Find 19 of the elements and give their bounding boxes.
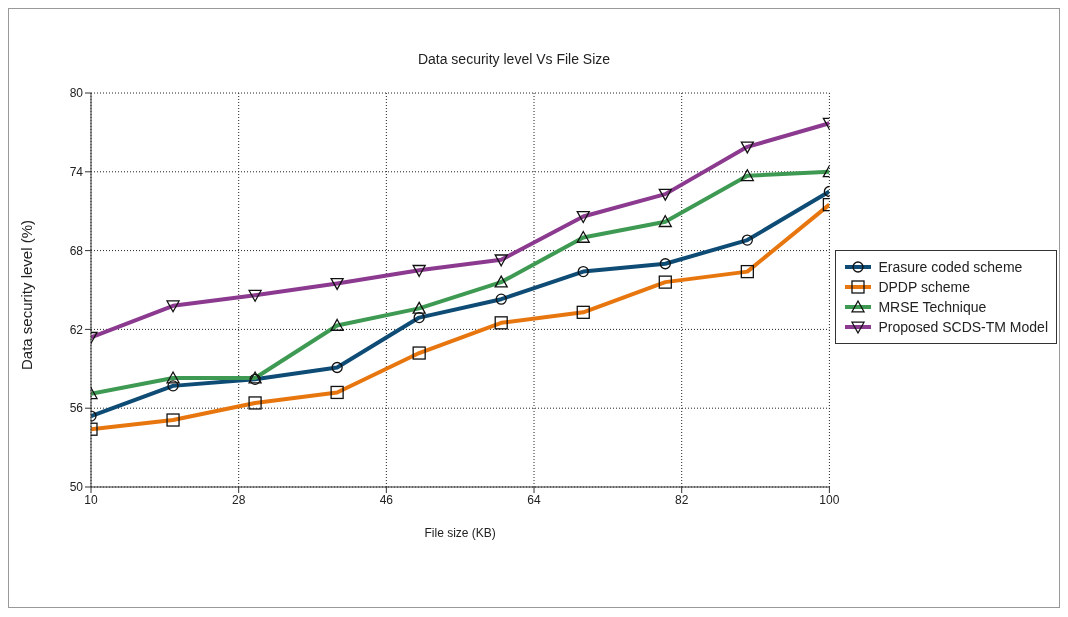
x-tick-label: 28 xyxy=(232,492,246,507)
legend-label: Proposed SCDS-TM Model xyxy=(878,318,1048,337)
y-axis-title: Data security level (%) xyxy=(18,219,36,370)
x-tick-label: 82 xyxy=(675,492,689,507)
x-tick-label: 10 xyxy=(84,492,98,507)
x-axis-title: File size (KB) xyxy=(424,526,496,540)
y-tick-label: 50 xyxy=(69,480,84,495)
y-tick-label: 62 xyxy=(69,322,84,337)
legend-label: MRSE Technique xyxy=(878,298,987,317)
legend-label: Erasure coded scheme xyxy=(878,258,1023,277)
x-tick-label: 64 xyxy=(527,492,542,507)
y-tick-label: 80 xyxy=(69,86,84,101)
legend-label: DPDP scheme xyxy=(878,278,970,297)
chart-title: Data security level Vs File Size xyxy=(416,51,612,67)
y-tick-label: 56 xyxy=(69,401,84,416)
x-tick-label: 100 xyxy=(819,492,840,507)
x-tick-label: 46 xyxy=(379,492,394,507)
y-tick-label: 68 xyxy=(69,243,84,258)
y-tick-label: 74 xyxy=(69,165,84,180)
